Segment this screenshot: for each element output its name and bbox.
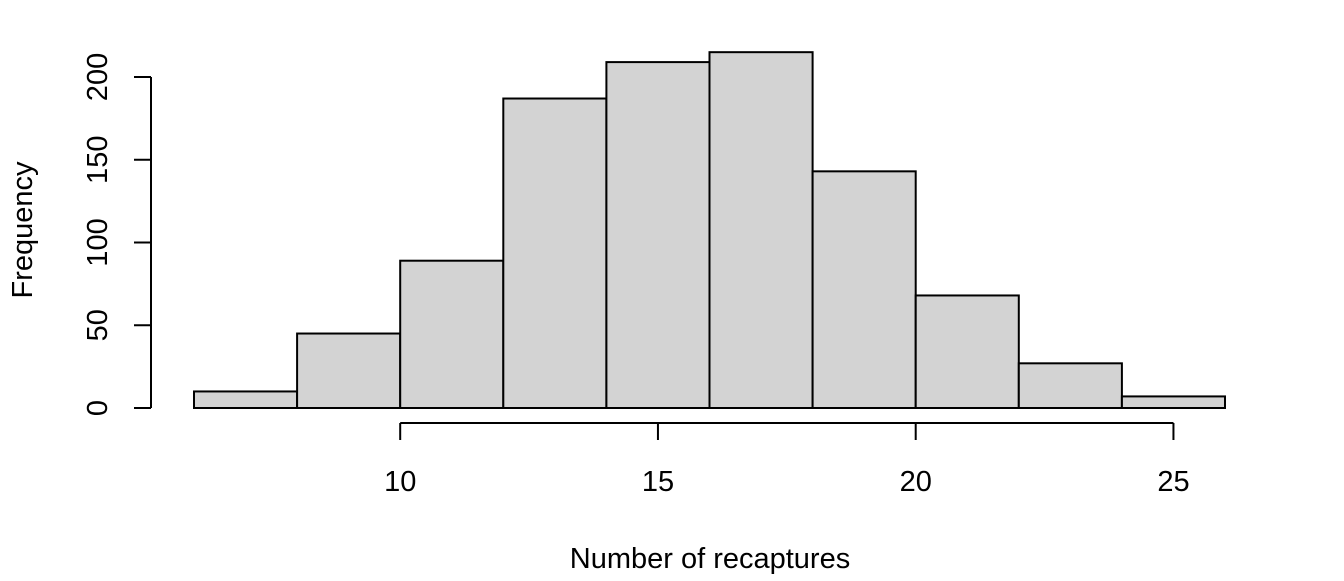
- y-axis: 0 50 100 150 200: [82, 53, 152, 416]
- bars-layer: [193, 51, 1227, 410]
- x-tick-label: 20: [900, 466, 932, 498]
- histogram-bar: [708, 51, 814, 410]
- y-tick-label: 100: [82, 218, 114, 266]
- x-axis-label: Number of recaptures: [570, 543, 850, 575]
- histogram-bar: [914, 294, 1020, 409]
- x-axis: 10 15 20 25: [384, 422, 1190, 498]
- histogram-bar: [1120, 395, 1227, 410]
- histogram-bar: [296, 332, 402, 409]
- x-tick-label: 10: [384, 466, 416, 498]
- y-tick-label: 150: [82, 136, 114, 184]
- y-tick-label: 50: [82, 309, 114, 341]
- histogram-bar: [811, 170, 917, 409]
- histogram-bar: [193, 390, 299, 410]
- y-tick-label: 0: [82, 400, 114, 416]
- histogram-bar: [605, 61, 711, 409]
- histogram-bar: [399, 259, 505, 409]
- histogram-bar: [1017, 362, 1123, 410]
- y-tick-label: 200: [82, 53, 114, 101]
- x-tick-label: 15: [642, 466, 674, 498]
- histogram-bar: [502, 97, 608, 409]
- y-axis-label: Frequency: [7, 161, 39, 299]
- x-tick-label: 25: [1157, 466, 1189, 498]
